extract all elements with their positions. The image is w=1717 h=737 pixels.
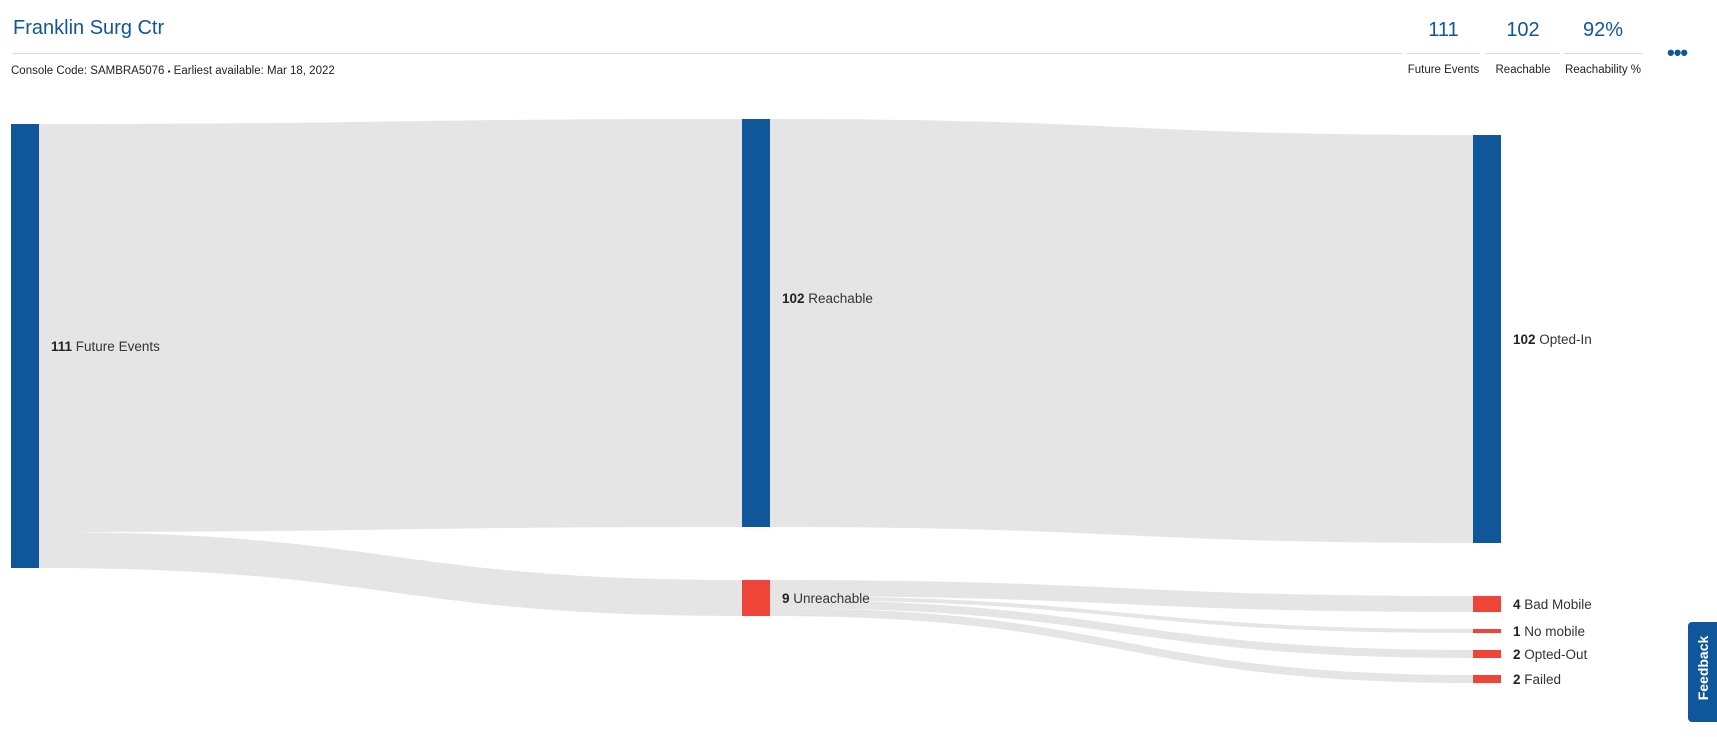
title-divider: [13, 53, 1402, 54]
sankey-link-unreach-badmobile[interactable]: [770, 580, 1473, 612]
stat-value: 102: [1506, 19, 1540, 41]
sankey-node-failed[interactable]: [1473, 675, 1501, 683]
sankey-node-nomobile[interactable]: [1473, 629, 1501, 633]
stat-label: Reachable: [1495, 64, 1551, 76]
sankey-node-reach[interactable]: [742, 119, 770, 527]
sankey-link-future-unreach[interactable]: [39, 532, 742, 616]
sankey-node-future[interactable]: [11, 124, 39, 568]
sankey-label-optout: 2 Opted-Out: [1513, 647, 1588, 662]
sankey-label-future: 111 Future Events: [51, 339, 160, 354]
subtitle: Console Code: SAMBRA5076 ▪ Earliest avai…: [11, 65, 335, 77]
sankey-link-unreach-optout[interactable]: [770, 600, 1473, 658]
sankey-label-badmobile: 4 Bad Mobile: [1513, 597, 1592, 612]
stat-label: Reachability %: [1564, 64, 1642, 76]
stat-value: 92%: [1582, 19, 1624, 41]
stat-reachable: 102 Reachable: [1486, 17, 1560, 76]
sankey-label-optin: 102 Opted-In: [1513, 332, 1592, 347]
feedback-label: Feedback: [1695, 635, 1711, 701]
sankey-node-unreach[interactable]: [742, 580, 770, 616]
sankey-link-reach-optin[interactable]: [770, 119, 1473, 543]
stat-reachability-pct: 92% Reachability %: [1564, 17, 1642, 76]
sankey-label-unreach: 9 Unreachable: [782, 591, 870, 606]
stat-label: Future Events: [1407, 64, 1480, 76]
stat-divider: [1486, 53, 1560, 54]
console-code: Console Code: SAMBRA5076: [11, 65, 165, 77]
sankey-link-unreach-nomobile[interactable]: [770, 596, 1473, 633]
earliest-available: Earliest available: Mar 18, 2022: [173, 65, 335, 77]
sankey-label-reach: 102 Reachable: [782, 291, 873, 306]
more-options-icon[interactable]: •••: [1667, 40, 1688, 65]
sankey-link-future-reach[interactable]: [39, 119, 742, 532]
stat-value: 111: [1428, 19, 1459, 41]
sankey-link-unreach-failed[interactable]: [770, 608, 1473, 683]
page-title: Franklin Surg Ctr: [13, 17, 165, 39]
sankey-label-failed: 2 Failed: [1513, 672, 1561, 687]
feedback-button[interactable]: Feedback: [1688, 622, 1717, 722]
stat-divider: [1407, 53, 1480, 54]
stat-future-events: 111 Future Events: [1407, 17, 1480, 76]
sankey-label-nomobile: 1 No mobile: [1513, 624, 1585, 639]
sankey-node-optin[interactable]: [1473, 135, 1501, 543]
sankey-links: [39, 119, 1473, 683]
sankey-node-badmobile[interactable]: [1473, 596, 1501, 612]
separator-dot: ▪: [167, 67, 171, 76]
stat-divider: [1564, 53, 1642, 54]
sankey-node-optout[interactable]: [1473, 650, 1501, 658]
